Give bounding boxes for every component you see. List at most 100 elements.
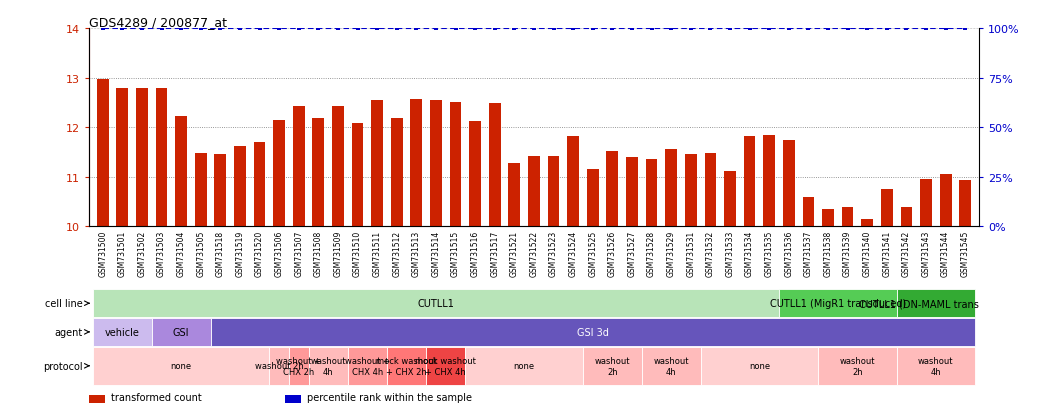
Bar (862, 219, 873, 227)
Text: none: none (749, 361, 770, 370)
Bar (783, 140, 795, 227)
Text: GSM731540: GSM731540 (863, 230, 872, 276)
Text: GSI 3d: GSI 3d (577, 327, 608, 337)
Bar (606, 152, 619, 227)
Text: none: none (514, 361, 535, 370)
Bar (156, 89, 168, 227)
Bar (235, 147, 246, 227)
Bar (959, 181, 972, 227)
Text: GSM731533: GSM731533 (726, 230, 735, 276)
Text: GSM731510: GSM731510 (353, 230, 362, 276)
Text: GSM731528: GSM731528 (647, 230, 656, 276)
Bar (779, 290, 896, 317)
Bar (920, 180, 932, 227)
Text: GSM731542: GSM731542 (901, 230, 911, 276)
Bar (215, 155, 226, 227)
Text: CUTLL1 (MigR1 transduced): CUTLL1 (MigR1 transduced) (770, 299, 906, 309)
Text: GSM731544: GSM731544 (941, 230, 950, 276)
Bar (312, 119, 325, 227)
Bar (96, 79, 109, 227)
Text: GSM731529: GSM731529 (667, 230, 675, 276)
Text: washout
4h: washout 4h (310, 356, 346, 375)
Text: GSM731519: GSM731519 (236, 230, 244, 276)
Bar (743, 137, 756, 227)
Text: GDS4289 / 200877_at: GDS4289 / 200877_at (89, 16, 227, 29)
Bar (548, 157, 559, 227)
Bar (665, 150, 677, 227)
Bar (387, 347, 426, 385)
Text: washout
4h: washout 4h (918, 356, 954, 375)
Text: GSM731500: GSM731500 (98, 230, 107, 276)
Bar (116, 89, 128, 227)
Text: GSM731541: GSM731541 (883, 230, 891, 276)
Text: vehicle: vehicle (105, 327, 139, 337)
Text: GSM731512: GSM731512 (393, 230, 401, 276)
Bar (940, 175, 952, 227)
Bar (449, 103, 462, 227)
Bar (195, 154, 206, 227)
Bar (626, 157, 638, 227)
Bar (93, 318, 152, 346)
Text: GSM731537: GSM731537 (804, 230, 812, 276)
Text: GSM731526: GSM731526 (608, 230, 617, 276)
Text: mock washout
+ CHX 2h: mock washout + CHX 2h (376, 356, 437, 375)
Text: GSM731517: GSM731517 (490, 230, 499, 276)
Bar (896, 290, 975, 317)
Text: GSM731524: GSM731524 (569, 230, 578, 276)
Text: GSM731527: GSM731527 (627, 230, 637, 276)
Bar (269, 347, 289, 385)
Bar (332, 107, 343, 227)
Text: washout
4h: washout 4h (653, 356, 689, 375)
Bar (528, 157, 540, 227)
Text: GSM731538: GSM731538 (824, 230, 832, 276)
Text: GSM731525: GSM731525 (588, 230, 597, 276)
Bar (587, 170, 599, 227)
Text: GSM731516: GSM731516 (471, 230, 480, 276)
Bar (489, 104, 500, 227)
Text: washout +
CHX 4h: washout + CHX 4h (344, 356, 389, 375)
Text: mock washout
+ CHX 4h: mock washout + CHX 4h (416, 356, 476, 375)
Text: GSM731518: GSM731518 (216, 230, 225, 276)
Text: GSM731536: GSM731536 (784, 230, 794, 276)
Bar (293, 107, 305, 227)
Text: GSM731515: GSM731515 (451, 230, 460, 276)
Bar (152, 318, 210, 346)
Bar (273, 120, 285, 227)
Bar (348, 347, 387, 385)
Text: GSM731545: GSM731545 (961, 230, 970, 276)
Text: GSM731503: GSM731503 (157, 230, 166, 276)
Bar (93, 347, 269, 385)
Text: GSM731535: GSM731535 (764, 230, 774, 276)
Text: CUTLL1 (DN-MAML transduced): CUTLL1 (DN-MAML transduced) (860, 299, 1012, 309)
Text: GSM731507: GSM731507 (294, 230, 304, 276)
Bar (253, 143, 266, 227)
Text: CUTLL1: CUTLL1 (418, 299, 454, 309)
Text: washout
2h: washout 2h (840, 356, 875, 375)
Bar (642, 347, 700, 385)
Bar (136, 89, 148, 227)
Bar (567, 137, 579, 227)
Text: percentile rank within the sample: percentile rank within the sample (307, 392, 472, 402)
Bar (93, 290, 779, 317)
Text: GSM731513: GSM731513 (411, 230, 421, 276)
Text: GSM731506: GSM731506 (274, 230, 284, 276)
Bar (725, 171, 736, 227)
Bar (842, 208, 853, 227)
Text: GSM731532: GSM731532 (706, 230, 715, 276)
Bar (896, 347, 975, 385)
Bar (685, 154, 696, 227)
Bar (881, 190, 893, 227)
Text: GSM731539: GSM731539 (843, 230, 852, 276)
Text: GSM731543: GSM731543 (921, 230, 931, 276)
Bar (465, 347, 583, 385)
Bar (372, 101, 383, 227)
Bar (583, 347, 642, 385)
Bar (822, 209, 833, 227)
Text: protocol: protocol (44, 361, 83, 371)
Bar (89, 395, 105, 403)
Text: GSM731522: GSM731522 (530, 230, 538, 276)
Bar (352, 124, 363, 227)
Text: GSM731531: GSM731531 (686, 230, 695, 276)
Bar (410, 100, 422, 227)
Bar (900, 208, 912, 227)
